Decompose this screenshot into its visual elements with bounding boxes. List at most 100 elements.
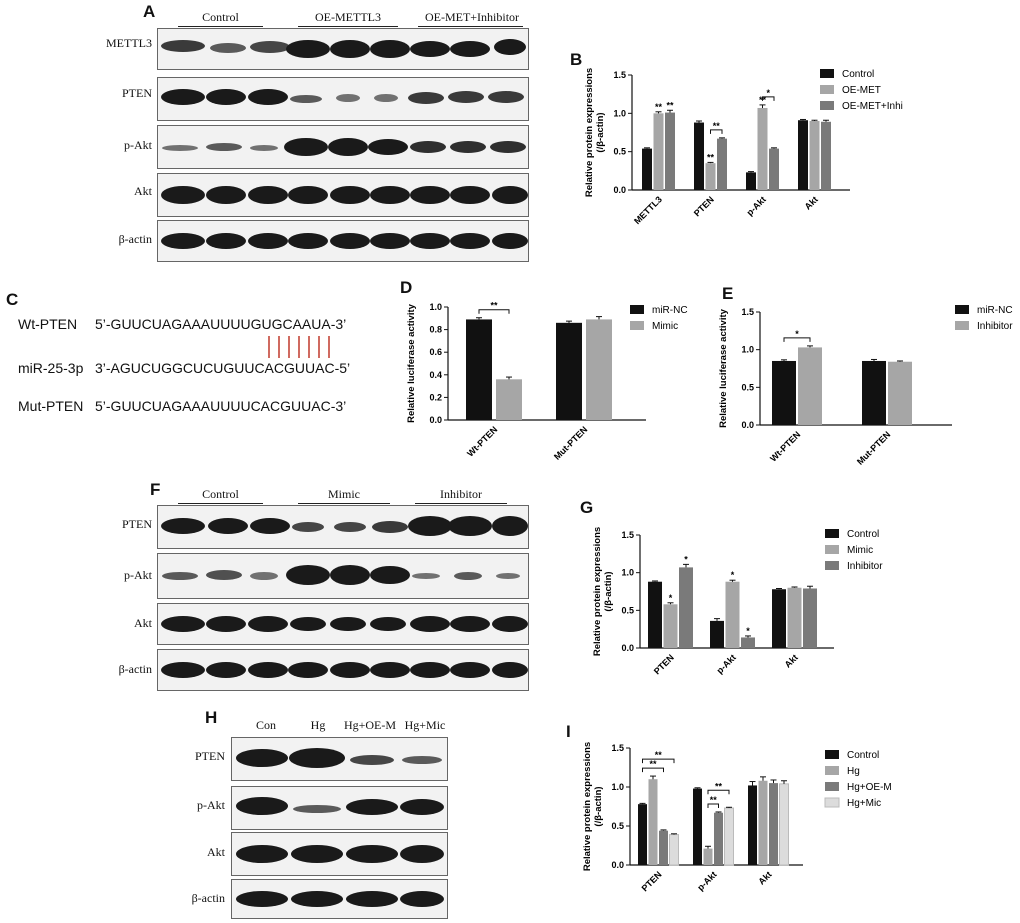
legend-label: miR-NC <box>652 305 688 316</box>
significance-label: * <box>731 570 735 580</box>
blot-row-label: β-actin <box>191 891 225 905</box>
panel-label-e: E <box>722 284 734 303</box>
significance-bracket <box>710 129 723 134</box>
blot-strip-akt <box>157 603 529 645</box>
significance-label: ** <box>666 100 674 110</box>
y-tick-label: 0.0 <box>429 415 442 425</box>
x-tick-label: p-Akt <box>745 194 768 217</box>
bar <box>648 779 658 865</box>
bar <box>586 319 612 420</box>
legend-label: Control <box>847 529 879 540</box>
y-tick-label: 1.5 <box>613 70 626 80</box>
y-axis-label: Relative luciferase activity <box>718 308 729 428</box>
blot-strip-mettl3 <box>157 28 529 70</box>
bar <box>466 319 492 420</box>
y-tick-label: 1.5 <box>611 743 624 753</box>
significance-label: * <box>746 626 750 636</box>
legend-label: miR-NC <box>977 305 1013 316</box>
bar <box>769 783 778 865</box>
bar <box>746 172 756 190</box>
bar <box>758 780 768 865</box>
legend-label: Hg+Mic <box>847 798 881 809</box>
significance-label: ** <box>713 121 721 131</box>
bar <box>638 804 647 865</box>
y-axis-label: (/β-actin) <box>593 786 604 826</box>
bar <box>787 587 802 648</box>
y-axis-label: Relative luciferase activity <box>406 303 417 423</box>
seq-mut-pten: 5’-GUUCUAGAAAUUUUCACGUUAC-3’ <box>95 398 347 414</box>
significance-label: ** <box>655 750 663 760</box>
blot-strip-pten <box>157 505 529 549</box>
bar <box>798 347 822 425</box>
significance-label: ** <box>655 102 663 112</box>
significance-label: ** <box>715 781 723 791</box>
x-tick-label: Mut-PTEN <box>552 424 589 461</box>
significance-label: * <box>669 593 673 603</box>
significance-bracket <box>642 767 664 773</box>
bar <box>772 589 786 648</box>
legend-label: OE-MET <box>842 85 881 96</box>
y-tick-label: 0.0 <box>611 860 624 870</box>
significance-bracket <box>642 758 675 764</box>
panel-label-i: I <box>566 722 571 741</box>
blot-row-label: p-Akt <box>124 568 152 582</box>
group-label-hg-mic: Hg+Mic <box>404 718 446 732</box>
x-tick-label: Wt-PTEN <box>768 429 802 463</box>
seq-label-mut-pten: Mut-PTEN <box>18 398 84 414</box>
legend-swatch <box>825 750 839 759</box>
blot-row-label: Akt <box>134 184 152 198</box>
legend-label: Mimic <box>847 545 873 556</box>
bar <box>862 360 886 425</box>
y-tick-label: 1.0 <box>429 302 442 312</box>
y-axis-label: Relative protein expressions <box>592 527 603 656</box>
legend-swatch <box>825 561 839 570</box>
legend-swatch <box>825 766 839 775</box>
bar <box>694 122 704 190</box>
y-tick-label: 1.5 <box>741 307 754 317</box>
y-axis-label: Relative protein expressions <box>582 742 593 871</box>
blot-row-label: β-actin <box>118 662 152 676</box>
y-tick-label: 1.0 <box>611 782 624 792</box>
blot-row-label: p-Akt <box>124 138 152 152</box>
blot-row-label: PTEN <box>195 749 225 763</box>
legend-label: Inhibitor <box>977 321 1013 332</box>
blot-row-label: METTL3 <box>106 36 152 50</box>
bar <box>821 121 831 190</box>
group-label-oe-mettl3: OE-METTL3 <box>315 10 381 24</box>
blot-row-label: p-Akt <box>197 798 225 812</box>
blot-row-label: β-actin <box>118 232 152 246</box>
y-tick-label: 0.5 <box>741 382 754 392</box>
bar <box>769 148 779 190</box>
blot-row-label: PTEN <box>122 517 152 531</box>
legend-swatch <box>825 529 839 538</box>
bar <box>772 360 796 425</box>
y-tick-label: 0.0 <box>741 420 754 430</box>
blot-row-label: Akt <box>134 616 152 630</box>
y-axis-label: (/β-actin) <box>595 112 606 152</box>
legend-label: Hg+OE-M <box>847 782 892 793</box>
x-tick-label: Akt <box>783 652 800 669</box>
x-tick-label: p-Akt <box>695 869 718 892</box>
seq-mir-25-3p: 3’-AGUCUGGCUCUGUUCACGUUAC-5’ <box>95 360 351 376</box>
group-label-hg: Hg <box>310 718 326 732</box>
significance-label: * <box>795 329 799 339</box>
bar <box>724 807 734 866</box>
bar <box>705 163 716 190</box>
blot-strip-beta-actin <box>157 649 529 691</box>
x-tick-label: Wt-PTEN <box>465 424 499 458</box>
x-tick-label: Akt <box>803 194 820 211</box>
legend-label: Control <box>842 69 874 80</box>
legend-swatch <box>955 305 969 314</box>
y-tick-label: 0.4 <box>429 370 442 380</box>
bar <box>798 120 808 190</box>
x-tick-label: PTEN <box>640 869 664 893</box>
bar-chart-b: 0.0 0.5 1.0 1.5 Relative protein expressions… <box>584 68 903 226</box>
bar-chart-i: 0.0 0.5 1.0 1.5 Relative protein expressions… <box>582 742 892 894</box>
legend-label: Mimic <box>652 321 678 332</box>
group-label-control: Control <box>202 10 239 24</box>
y-tick-label: 1.5 <box>621 530 634 540</box>
legend-swatch <box>825 545 839 554</box>
base-pair-lines <box>268 336 330 358</box>
legend-swatch <box>630 305 644 314</box>
bar <box>710 620 724 648</box>
